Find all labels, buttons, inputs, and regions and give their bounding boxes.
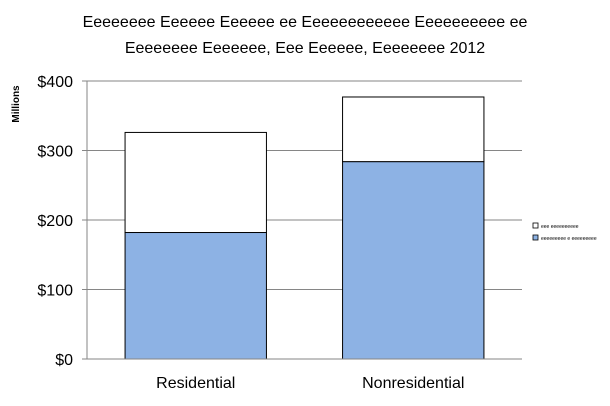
y-tick-label: $300 <box>37 144 73 161</box>
y-tick-label: $400 <box>37 74 73 91</box>
bar-segment <box>342 161 485 360</box>
legend-label: eeeeeeeee e eeeeeeeee <box>541 236 597 242</box>
bar-segment <box>124 131 267 234</box>
chart-title: Eeeeeeee Eeeeee Eeeeee ee Eeeeeeeeeeee E… <box>83 14 528 57</box>
y-axis-label: Millions <box>11 85 22 123</box>
y-tick-label: $100 <box>37 283 73 300</box>
x-category-label: Residential <box>156 375 235 392</box>
y-tick-label: $200 <box>37 213 73 230</box>
y-tick-label: $0 <box>55 352 73 369</box>
legend-swatch <box>532 234 539 241</box>
bars <box>124 96 485 360</box>
bar-segment <box>342 96 485 163</box>
legend-swatch <box>532 222 539 229</box>
y-axis-ticks: $0 $100 $200 $300 $400 <box>37 74 73 369</box>
legend: eee eeeeeeeeee eeeeeeeee e eeeeeeeee <box>532 222 597 242</box>
chart-title-line-2: Eeeeeeee Eeeeeee, Eee Eeeeee, Eeeeeeee 2… <box>125 40 485 57</box>
bar-segment <box>124 232 267 360</box>
chart-title-line-1: Eeeeeeee Eeeeee Eeeeee ee Eeeeeeeeeeee E… <box>83 14 528 31</box>
x-category-label: Nonresidential <box>362 375 464 392</box>
legend-label: eee eeeeeeeeee <box>541 224 579 230</box>
x-axis-categories: Residential Nonresidential <box>156 375 464 392</box>
axes <box>82 80 522 360</box>
